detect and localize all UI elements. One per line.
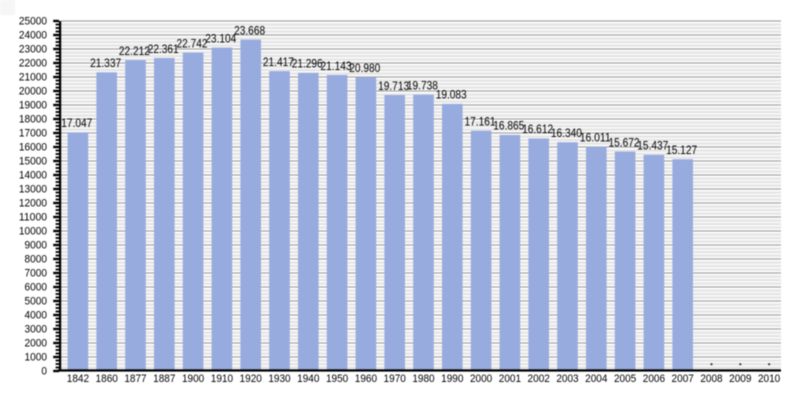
svg-text:15000: 15000 [19, 156, 47, 168]
svg-text:1860: 1860 [96, 373, 118, 385]
svg-text:22.742: 22.742 [177, 36, 208, 50]
svg-text:23.668: 23.668 [234, 23, 265, 37]
svg-text:21.337: 21.337 [90, 56, 121, 70]
svg-text:22000: 22000 [19, 58, 47, 70]
svg-text:1887: 1887 [153, 373, 175, 385]
svg-text:2000: 2000 [25, 338, 48, 350]
svg-text:12000: 12000 [19, 198, 47, 210]
svg-text:2004: 2004 [585, 373, 607, 385]
svg-text:21.296: 21.296 [292, 57, 323, 71]
svg-text:2005: 2005 [614, 373, 636, 385]
svg-text:9000: 9000 [25, 240, 48, 252]
svg-text:11000: 11000 [19, 212, 47, 224]
svg-text:10000: 10000 [19, 226, 47, 238]
svg-text:4000: 4000 [25, 310, 48, 322]
svg-text:18000: 18000 [19, 114, 47, 126]
svg-text:21.417: 21.417 [263, 55, 294, 69]
svg-text:1910: 1910 [211, 373, 233, 385]
svg-text:2002: 2002 [528, 373, 550, 385]
svg-text:22.361: 22.361 [148, 42, 179, 56]
svg-text:2007: 2007 [672, 373, 694, 385]
svg-text:17.047: 17.047 [61, 116, 92, 130]
svg-text:17.161: 17.161 [465, 115, 496, 129]
svg-text:2010: 2010 [758, 373, 780, 385]
svg-text:20.980: 20.980 [349, 61, 380, 75]
svg-text:23.104: 23.104 [205, 31, 236, 45]
svg-text:2009: 2009 [729, 373, 751, 385]
svg-text:0: 0 [41, 366, 47, 378]
svg-text:15.437: 15.437 [637, 139, 668, 153]
svg-text:21.143: 21.143 [321, 59, 352, 73]
svg-text:1900: 1900 [182, 373, 204, 385]
svg-text:1877: 1877 [124, 373, 146, 385]
svg-text:17000: 17000 [19, 128, 47, 140]
svg-text:15.672: 15.672 [609, 135, 640, 149]
svg-text:1000: 1000 [25, 352, 48, 364]
svg-text:1960: 1960 [355, 373, 377, 385]
svg-text:2003: 2003 [556, 373, 578, 385]
svg-text:24000: 24000 [19, 30, 47, 42]
svg-text:1970: 1970 [384, 373, 406, 385]
svg-text:21000: 21000 [19, 72, 47, 84]
svg-text:2008: 2008 [700, 373, 722, 385]
svg-text:14000: 14000 [19, 170, 47, 182]
svg-text:3000: 3000 [25, 324, 48, 336]
svg-text:2001: 2001 [499, 373, 521, 385]
svg-text:1990: 1990 [441, 373, 463, 385]
svg-text:19.713: 19.713 [378, 79, 409, 93]
svg-text:6000: 6000 [25, 282, 48, 294]
svg-text:7000: 7000 [25, 268, 48, 280]
svg-text:16.340: 16.340 [551, 126, 582, 140]
svg-text:1930: 1930 [268, 373, 290, 385]
svg-text:1920: 1920 [240, 373, 262, 385]
svg-text:15.127: 15.127 [666, 143, 697, 157]
svg-text:5000: 5000 [25, 296, 48, 308]
svg-text:1980: 1980 [412, 373, 434, 385]
svg-text:16000: 16000 [19, 142, 47, 154]
svg-text:1842: 1842 [67, 373, 89, 385]
svg-text:8000: 8000 [25, 254, 48, 266]
svg-text:19.083: 19.083 [436, 88, 467, 102]
svg-text:20000: 20000 [19, 86, 47, 98]
svg-text:19.738: 19.738 [407, 78, 438, 92]
svg-text:2006: 2006 [643, 373, 665, 385]
svg-text:25000: 25000 [19, 16, 47, 28]
svg-text:16.011: 16.011 [580, 131, 611, 145]
svg-text:16.612: 16.612 [522, 122, 553, 136]
svg-text:19000: 19000 [19, 100, 47, 112]
svg-text:2000: 2000 [470, 373, 492, 385]
svg-text:1950: 1950 [326, 373, 348, 385]
svg-text:22.212: 22.212 [119, 44, 150, 58]
svg-text:13000: 13000 [19, 184, 47, 196]
svg-text:1940: 1940 [297, 373, 319, 385]
svg-text:23000: 23000 [19, 44, 47, 56]
svg-text:16.865: 16.865 [493, 119, 524, 133]
